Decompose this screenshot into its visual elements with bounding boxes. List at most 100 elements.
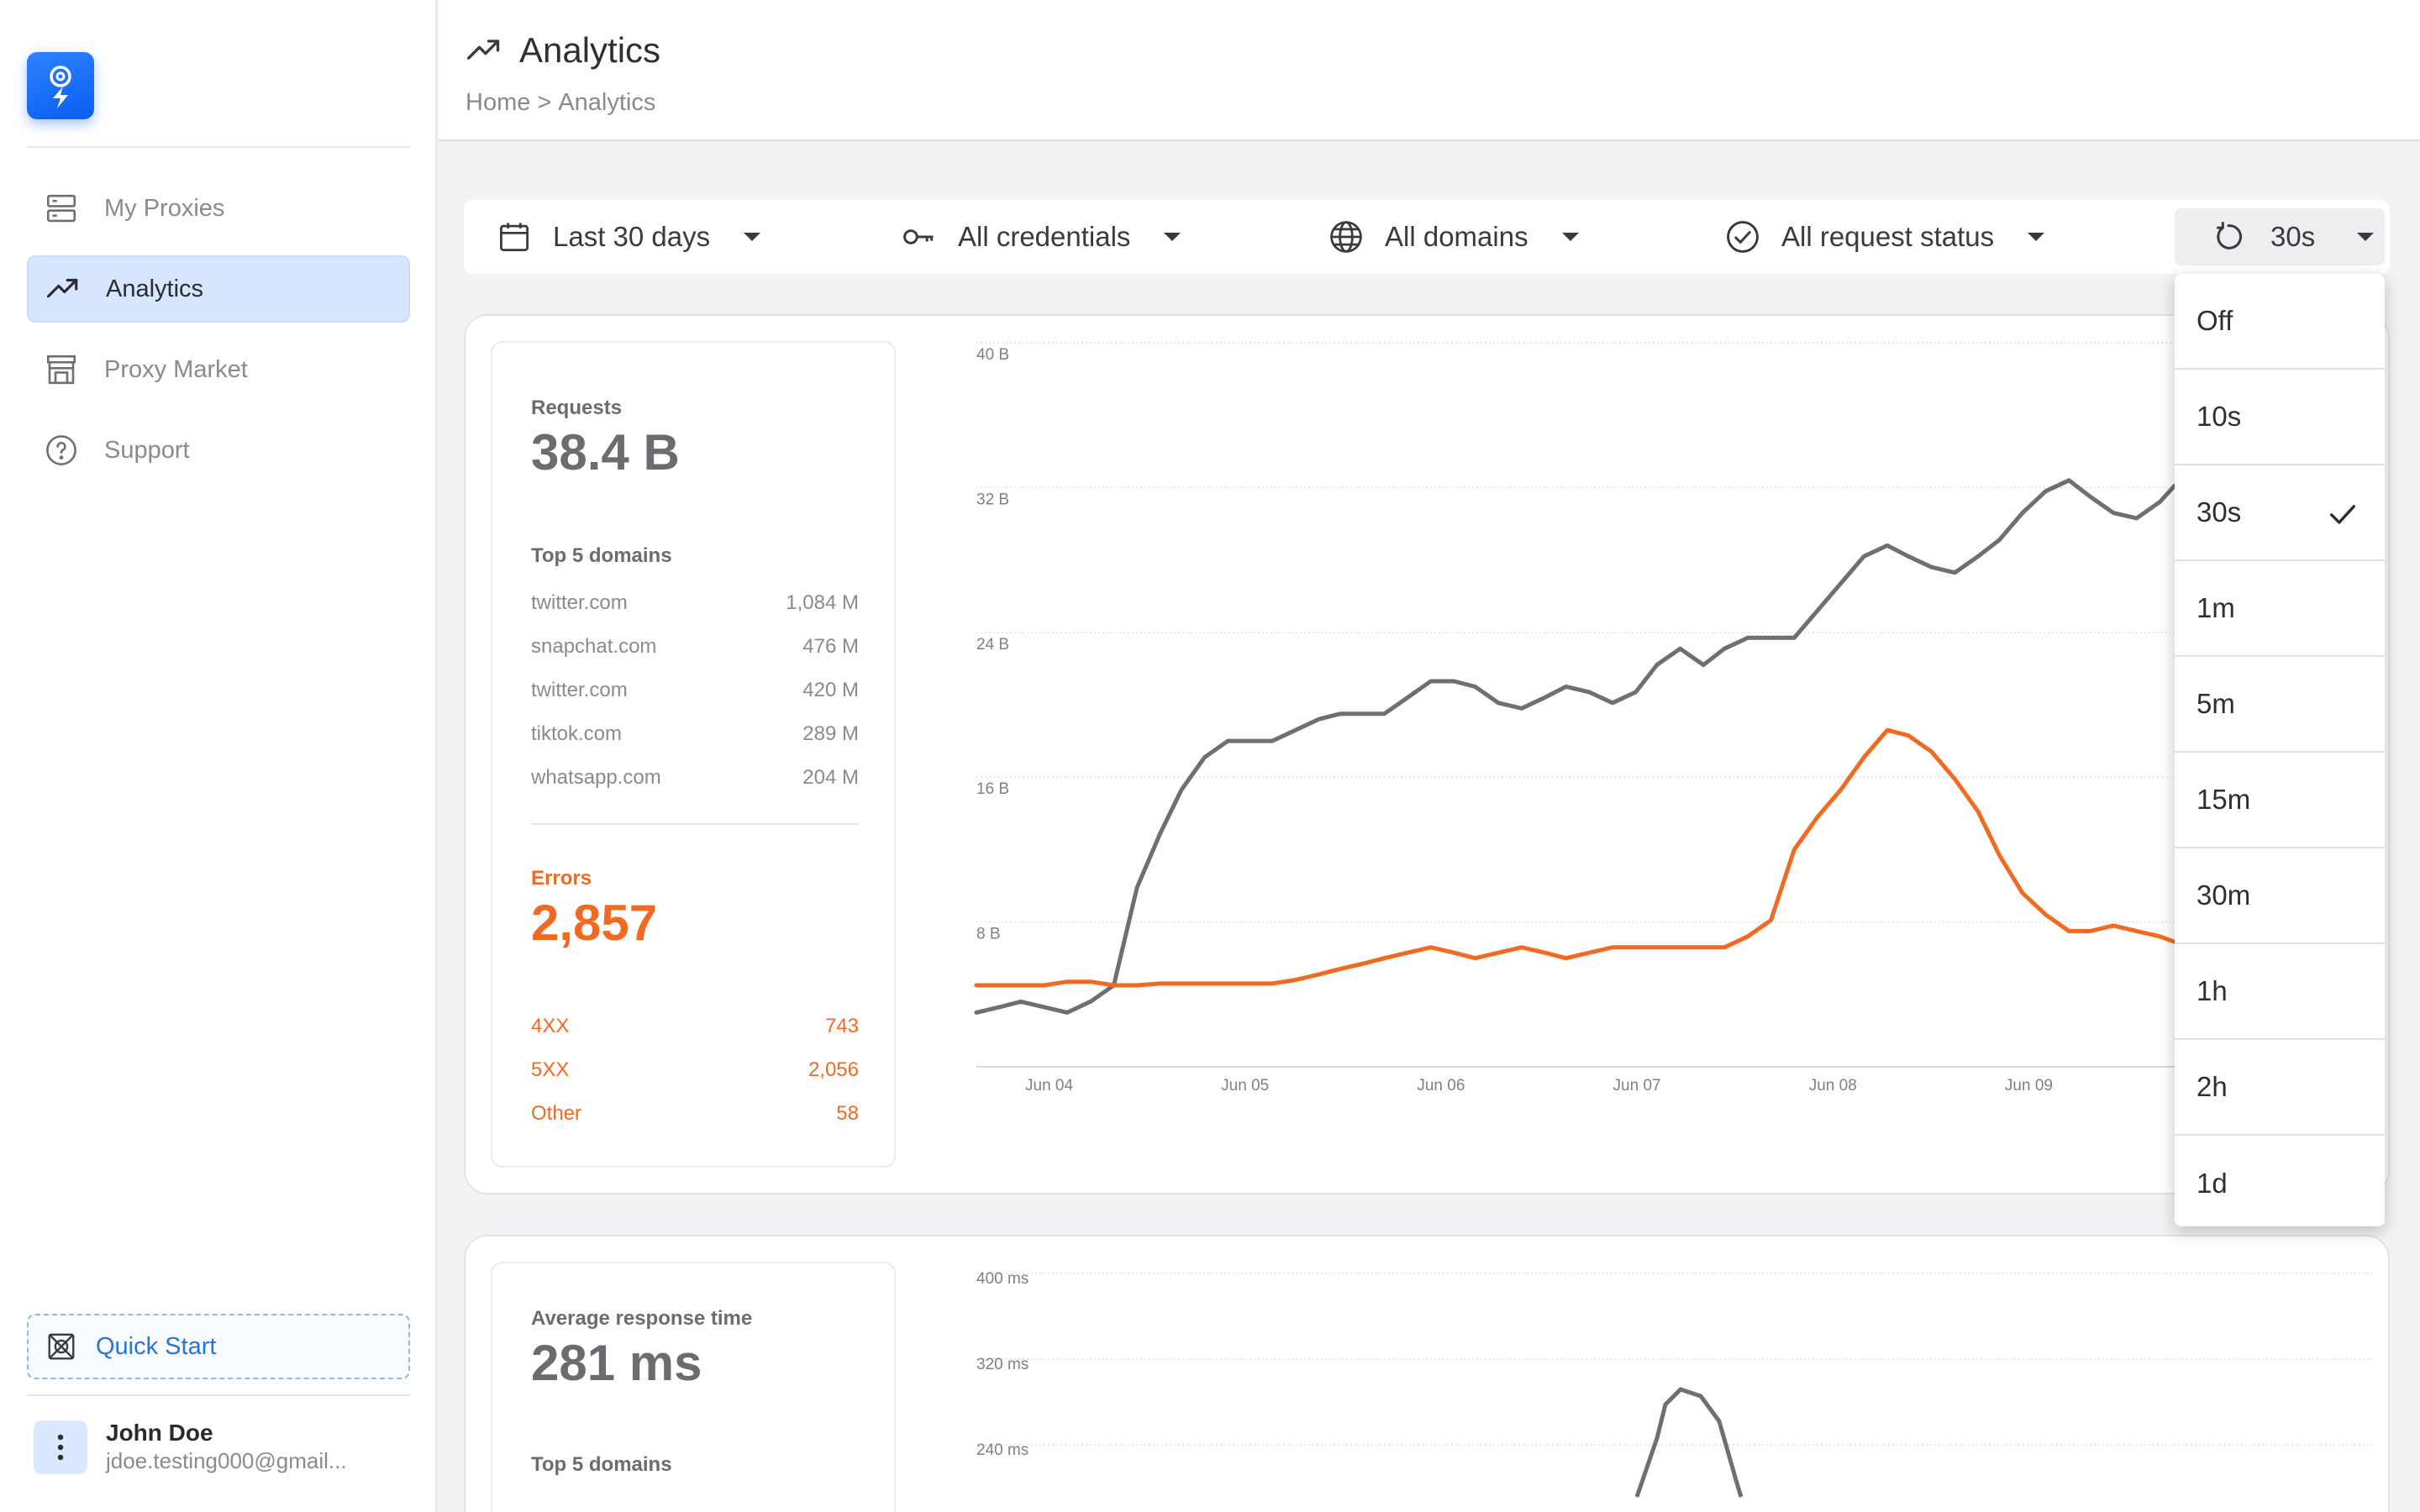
request-status-value: All request status <box>1781 221 1995 252</box>
refresh-option-label: 30m <box>2196 879 2251 911</box>
refresh-option[interactable]: 30m <box>2175 848 2385 944</box>
errors-label: Errors <box>531 867 592 890</box>
error-count: 58 <box>836 1102 859 1125</box>
domain-value: 289 M <box>802 722 859 745</box>
request-status-filter[interactable]: All request status <box>1724 200 2045 274</box>
x-tick-label: Jun 06 <box>1417 1077 1465 1095</box>
response-time-chart: 400 ms 320 ms 240 ms <box>976 1270 2375 1498</box>
globe-icon <box>1330 221 1362 253</box>
sidebar-item-proxy-market[interactable]: Proxy Market <box>27 336 410 403</box>
stats-divider <box>531 823 859 825</box>
requests-chart: 40 B 32 B 24 B 16 B 8 B Jun 04 Jun 05 Jun 06 Jun… <box>974 342 2375 1095</box>
x-tick-label: Jun 08 <box>1809 1077 1857 1095</box>
refresh-option[interactable]: 10s <box>2175 370 2385 465</box>
sidebar-divider <box>27 146 410 148</box>
top-domains-label: Top 5 domains <box>531 1453 672 1476</box>
avg-response-label: Average response time <box>531 1307 753 1330</box>
error-count: 2,056 <box>808 1058 859 1081</box>
refresh-option[interactable]: 15m <box>2175 753 2385 848</box>
list-item: Other 58 <box>531 1102 859 1126</box>
quick-start-icon <box>48 1333 75 1360</box>
breadcrumb-home[interactable]: Home <box>466 89 531 116</box>
y-tick-label: 40 B <box>976 346 1009 364</box>
bolt-pin-logo-icon <box>50 66 71 108</box>
x-tick-label: Jun 09 <box>2005 1077 2053 1095</box>
date-range-filter[interactable]: Last 30 days <box>496 200 761 274</box>
error-type: 4XX <box>531 1015 570 1037</box>
quick-start-label: Quick Start <box>96 1332 217 1360</box>
error-type: Other <box>531 1102 582 1125</box>
domains-value: All domains <box>1385 221 1528 252</box>
sidebar-item-label: Analytics <box>106 275 204 302</box>
sidebar-item-support[interactable]: Support <box>27 417 410 484</box>
requests-value: 38.4 B <box>531 424 680 480</box>
server-icon <box>46 194 76 223</box>
domain-name: twitter.com <box>531 591 628 614</box>
refresh-option[interactable]: 2h <box>2175 1040 2385 1136</box>
app-logo[interactable] <box>27 52 94 119</box>
sidebar-item-analytics[interactable]: Analytics <box>27 255 410 323</box>
refresh-option-label: 1d <box>2196 1168 2228 1199</box>
refresh-option[interactable]: 1d <box>2175 1136 2385 1231</box>
breadcrumb-separator: > <box>537 89 552 116</box>
refresh-option[interactable]: Off <box>2175 274 2385 370</box>
refresh-option-label: 5m <box>2196 688 2235 719</box>
list-item: twitter.com 1,084 M <box>531 591 859 615</box>
errors-value: 2,857 <box>531 895 658 951</box>
filter-bar: Last 30 days All credentials All domains… <box>464 200 2390 274</box>
domain-value: 420 M <box>802 679 859 701</box>
domain-value: 204 M <box>802 766 859 789</box>
list-item: twitter.com 420 M <box>531 679 859 702</box>
sidebar-item-label: Support <box>104 436 190 464</box>
requests-stats-panel: Requests 38.4 B Top 5 domains twitter.co… <box>491 341 896 1168</box>
domain-value: 476 M <box>802 635 859 658</box>
refresh-option-label: 15m <box>2196 784 2251 815</box>
requests-label: Requests <box>531 396 623 419</box>
y-tick-label: 16 B <box>976 780 1009 798</box>
refresh-option[interactable]: 30s <box>2175 465 2385 561</box>
user-profile: John Doe jdoe.testing000@gmail... <box>34 1420 347 1474</box>
x-tick-label: Jun 07 <box>1613 1077 1661 1095</box>
chevron-down-icon <box>1164 233 1181 241</box>
x-tick-label: Jun 04 <box>1025 1077 1073 1095</box>
y-tick-label: 320 ms <box>976 1356 1028 1373</box>
domains-filter[interactable]: All domains <box>1328 200 1579 274</box>
domain-name: snapchat.com <box>531 635 657 658</box>
refresh-option-label: 1h <box>2196 975 2228 1006</box>
list-item: 4XX 743 <box>531 1015 859 1038</box>
refresh-option-label: Off <box>2196 305 2233 336</box>
domain-value: 1,084 M <box>786 591 859 614</box>
refresh-option-label: 10s <box>2196 401 2242 432</box>
avg-response-value: 281 ms <box>531 1335 702 1391</box>
y-tick-label: 24 B <box>976 636 1009 654</box>
chevron-down-icon <box>1561 233 1579 241</box>
page-title-text: Analytics <box>519 30 661 70</box>
response-stats-panel: Average response time 281 ms Top 5 domai… <box>491 1262 896 1512</box>
user-menu-button[interactable] <box>34 1420 87 1474</box>
auto-refresh-select[interactable]: 30s <box>2175 208 2385 265</box>
sidebar-divider <box>27 1394 410 1396</box>
trending-up-icon <box>467 39 500 60</box>
chevron-down-icon <box>2028 233 2045 241</box>
list-item: snapchat.com 476 M <box>531 635 859 659</box>
refresh-option[interactable]: 1m <box>2175 561 2385 657</box>
refresh-option-label: 30s <box>2196 496 2242 528</box>
y-tick-label: 240 ms <box>976 1441 1028 1459</box>
breadcrumb-current: Analytics <box>558 89 656 116</box>
y-tick-label: 32 B <box>976 491 1009 508</box>
trending-up-icon <box>46 278 78 298</box>
top-domains-label: Top 5 domains <box>531 544 672 567</box>
domain-name: tiktok.com <box>531 722 623 745</box>
auto-refresh-dropdown: Off 10s 30s 1m 5m 15m 30m 1h 2h 1d <box>2175 274 2385 1226</box>
refresh-option[interactable]: 5m <box>2175 657 2385 753</box>
page-header: Analytics Home > Analytics <box>439 0 2420 141</box>
requests-series-line <box>974 478 2177 1015</box>
response-time-series-line <box>1634 1387 1744 1498</box>
list-item: tiktok.com 289 M <box>531 722 859 746</box>
credentials-filter[interactable]: All credentials <box>901 200 1181 274</box>
sidebar-item-my-proxies[interactable]: My Proxies <box>27 175 410 242</box>
key-icon <box>903 229 934 244</box>
refresh-option[interactable]: 1h <box>2175 944 2385 1040</box>
check-icon <box>2330 505 2355 524</box>
quick-start-button[interactable]: Quick Start <box>27 1314 410 1379</box>
